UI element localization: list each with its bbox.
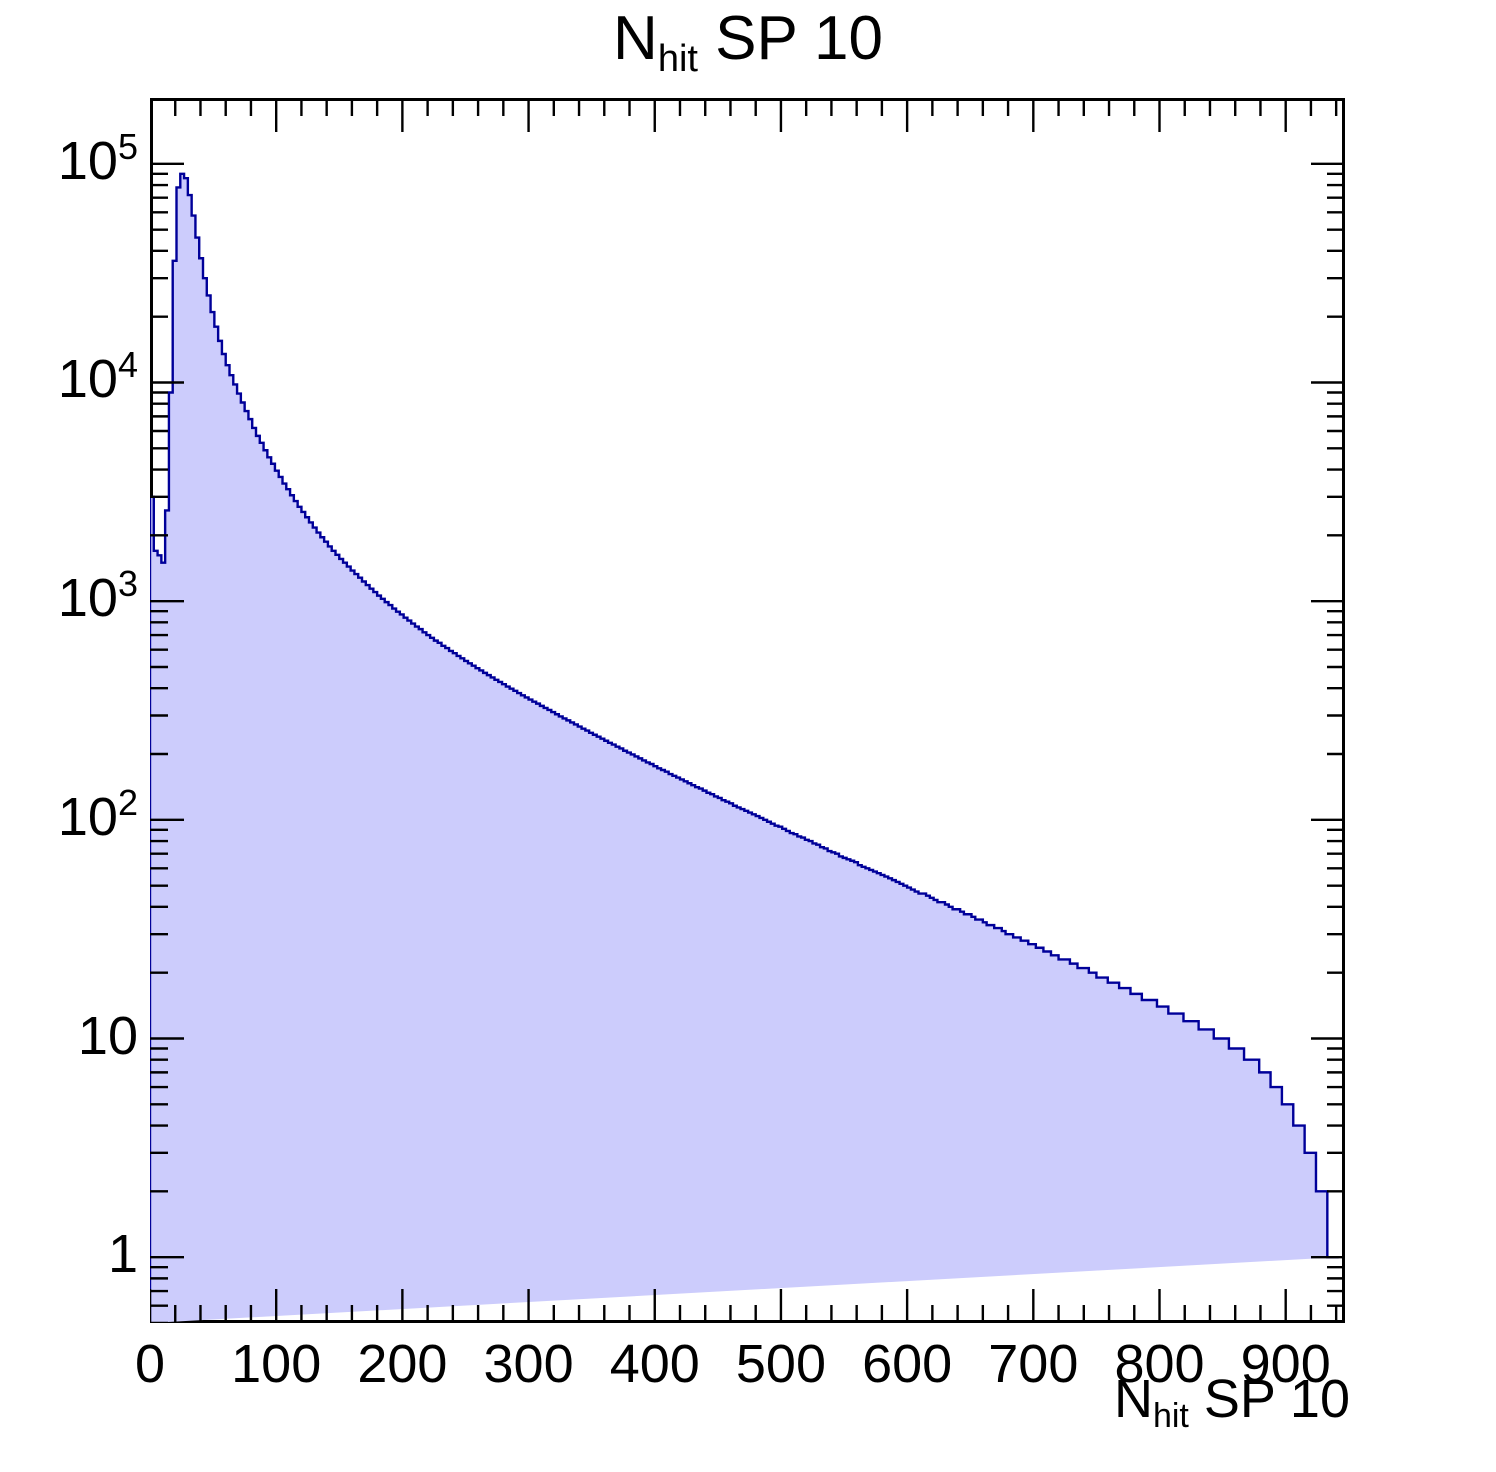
- y-axis-tick-label: 10: [0, 1009, 138, 1063]
- x-axis-tick-label: 500: [735, 1334, 826, 1394]
- y-axis-tick-label: 105: [0, 128, 138, 191]
- y-tick-mantissa: 10: [57, 568, 118, 629]
- y-axis-tick-label: 102: [0, 784, 138, 847]
- y-tick-mantissa: 1: [107, 1224, 138, 1285]
- histogram-outline: [150, 172, 1339, 1323]
- x-axis-ticks: [150, 98, 1338, 1323]
- x-axis-tick-label: 300: [483, 1334, 574, 1394]
- chart-title-main: N: [613, 4, 658, 73]
- y-tick-exponent: 2: [117, 781, 138, 823]
- x-axis-title: Nhit SP 10: [1010, 1369, 1350, 1433]
- y-tick-exponent: 3: [117, 563, 138, 605]
- x-axis-tick-label: 200: [357, 1334, 448, 1394]
- y-axis-ticks: [150, 98, 1345, 1323]
- y-axis-tick-label: 1: [0, 1227, 138, 1281]
- x-axis-tick-label: 800: [1114, 1334, 1205, 1394]
- histogram-canvas: [150, 98, 1345, 1323]
- x-axis-title-main: N: [1113, 1369, 1153, 1429]
- y-axis-tick-label: 103: [0, 566, 138, 629]
- chart-title-subscript: hit: [657, 38, 698, 80]
- x-axis-tick-label: 900: [1240, 1334, 1331, 1394]
- y-axis-tick-label: 104: [0, 347, 138, 410]
- x-axis-tick-label: 700: [988, 1334, 1079, 1394]
- x-axis-tick-label: 400: [609, 1334, 700, 1394]
- x-axis-title-subscript: hit: [1152, 1397, 1189, 1435]
- histogram-series: [150, 172, 1339, 1323]
- chart-title-rest: SP 10: [697, 4, 883, 73]
- x-axis-tick-label: 600: [862, 1334, 953, 1394]
- x-axis-title-rest: SP 10: [1188, 1369, 1350, 1429]
- x-axis-tick-label: 100: [231, 1334, 322, 1394]
- y-tick-exponent: 5: [117, 125, 138, 167]
- y-tick-mantissa: 10: [57, 130, 118, 191]
- y-tick-mantissa: 10: [57, 349, 118, 410]
- y-tick-exponent: 4: [117, 344, 138, 386]
- page-title: Nhit SP 10: [0, 8, 1496, 79]
- x-axis-tick-label: 0: [134, 1334, 166, 1394]
- y-tick-mantissa: 10: [57, 786, 118, 847]
- y-tick-mantissa: 10: [77, 1005, 138, 1066]
